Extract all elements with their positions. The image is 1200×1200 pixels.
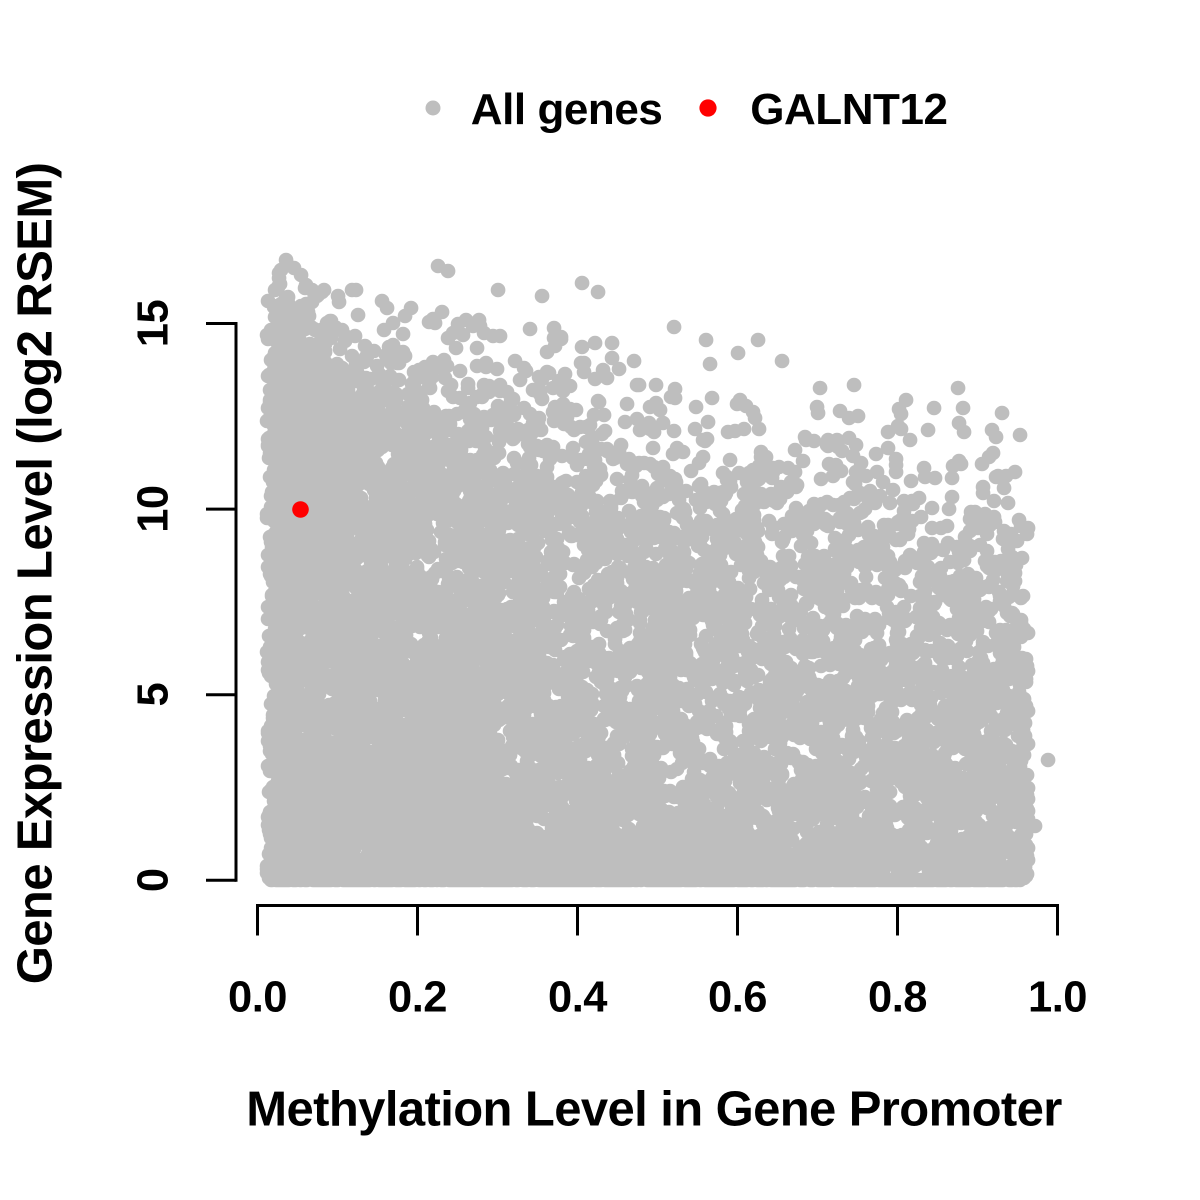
svg-text:15: 15 <box>129 300 177 347</box>
svg-text:0.6: 0.6 <box>708 974 767 1022</box>
svg-text:GALNT12: GALNT12 <box>750 85 947 134</box>
svg-text:5: 5 <box>129 683 177 707</box>
svg-text:0: 0 <box>129 868 177 892</box>
svg-text:All genes: All genes <box>471 85 663 134</box>
svg-text:10: 10 <box>129 485 177 532</box>
svg-text:0.0: 0.0 <box>228 974 287 1022</box>
svg-text:1.0: 1.0 <box>1028 974 1087 1022</box>
svg-text:0.2: 0.2 <box>388 974 447 1022</box>
svg-text:0.4: 0.4 <box>548 974 607 1022</box>
svg-text:Methylation Level in Gene Prom: Methylation Level in Gene Promoter <box>246 1083 1062 1137</box>
svg-text:Gene Expression Level (log2 RS: Gene Expression Level (log2 RSEM) <box>9 163 63 985</box>
svg-text:0.8: 0.8 <box>868 974 927 1022</box>
